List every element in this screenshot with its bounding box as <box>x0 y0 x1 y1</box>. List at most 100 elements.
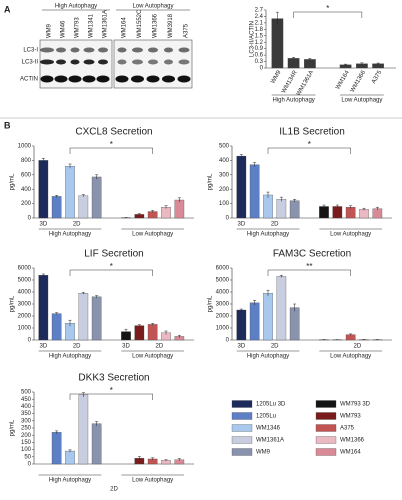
error-bar <box>95 295 99 298</box>
x-axis-label: 2D <box>110 487 118 493</box>
y-tick-label: 0 <box>28 462 32 468</box>
error-bar <box>41 157 45 163</box>
blot-group-label: Low Autophagy <box>132 4 173 10</box>
bar <box>65 166 75 219</box>
blot-band <box>83 59 95 65</box>
bar <box>91 296 102 341</box>
bar <box>289 200 300 219</box>
legend-swatch <box>315 400 337 408</box>
lane-label: WM164 <box>122 17 128 38</box>
y-tick-label: 1.5 <box>255 33 264 39</box>
bar <box>263 293 273 341</box>
lane-label: WM793 <box>75 17 81 38</box>
error-bar <box>266 289 270 297</box>
group-label: High Autophagy <box>49 354 91 360</box>
x-tick-label: 3D <box>39 222 47 228</box>
legend-label: WM793 <box>340 414 361 420</box>
lane-label: WM1366 <box>153 13 159 38</box>
legend-swatch <box>231 448 253 456</box>
error-bar <box>137 456 141 460</box>
panel-label: A <box>4 4 11 14</box>
blot-row-label: ACTIN <box>20 77 38 83</box>
bar <box>65 450 75 465</box>
blot-band <box>164 47 173 53</box>
y-tick-label: 600 <box>21 172 32 178</box>
group-label: Low Autophagy <box>341 98 382 104</box>
y-axis-label: pg/mL <box>10 173 16 190</box>
error-bar <box>95 174 99 180</box>
significance-mark: * <box>110 386 113 395</box>
y-tick-label: 1000 <box>216 326 230 332</box>
significance-bracket <box>69 147 153 154</box>
legend-swatch <box>231 400 253 408</box>
blot-band <box>54 75 68 83</box>
blot-group-label: High Autophagy <box>55 4 97 10</box>
error-bar <box>55 312 59 315</box>
blot-band <box>40 47 54 53</box>
x-tick-label: 2D <box>155 344 163 350</box>
error-bar <box>124 328 128 334</box>
y-tick-label: 2.7 <box>255 8 264 14</box>
blot-band <box>131 75 144 83</box>
y-tick-label: 200 <box>21 201 32 207</box>
blot-band <box>98 47 108 53</box>
y-tick-label: 0 <box>28 216 32 222</box>
bar <box>276 276 287 341</box>
error-bar <box>293 199 297 203</box>
y-tick-label: 2.1 <box>255 20 264 26</box>
error-bar <box>253 162 257 167</box>
legend-label: WM1346 <box>256 426 281 432</box>
blot-band <box>162 75 175 83</box>
y-tick-label: 500 <box>219 144 230 150</box>
blot-band <box>70 59 80 65</box>
y-tick-label: 50 <box>24 454 31 460</box>
bar <box>38 275 49 341</box>
legend-label: A375 <box>340 426 355 432</box>
chart-title: CXCL8 Secretion <box>75 127 152 138</box>
chart-title: LIF Secretion <box>84 249 143 260</box>
error-bar <box>164 205 168 209</box>
y-tick-label: 2.4 <box>255 14 264 20</box>
blot-band <box>178 59 190 65</box>
legend-swatch <box>315 436 337 444</box>
error-bar <box>177 197 181 203</box>
blot-band <box>132 59 143 65</box>
y-tick-label: 3000 <box>216 302 230 308</box>
bar <box>91 176 102 219</box>
bar <box>78 293 89 341</box>
bar <box>319 206 329 219</box>
y-tick-label: 200 <box>21 433 32 439</box>
y-tick-label: 2000 <box>216 314 230 320</box>
y-tick-label: 0.9 <box>255 46 264 52</box>
error-bar <box>55 430 59 434</box>
legend-swatch <box>315 424 337 432</box>
significance-bracket <box>267 147 351 154</box>
error-bar <box>164 459 168 462</box>
lane-label: WM46 <box>61 20 67 38</box>
y-tick-label: 4000 <box>18 290 32 296</box>
blot-row-label: LC3-II <box>22 60 39 66</box>
bar <box>289 307 300 341</box>
lane-label: WM1341 <box>89 13 95 38</box>
bar <box>271 18 284 69</box>
panel-label: B <box>4 120 11 130</box>
y-tick-label: 0 <box>28 338 32 344</box>
lane-label: WM1552C <box>137 9 143 38</box>
lane-label: WM1361A <box>103 10 109 38</box>
y-tick-label: 500 <box>21 390 32 396</box>
error-bar <box>151 457 155 461</box>
y-tick-label: 300 <box>21 418 32 424</box>
bar <box>345 334 356 341</box>
group-label: High Autophagy <box>247 354 289 360</box>
error-bar <box>266 191 270 198</box>
error-bar <box>239 308 243 311</box>
bar <box>249 164 260 219</box>
blot-band <box>148 59 158 65</box>
x-tick-label: 2D <box>271 344 279 350</box>
blot-band <box>82 75 96 83</box>
error-bar <box>55 195 59 198</box>
error-bar <box>177 334 181 338</box>
blot-band <box>115 75 129 83</box>
error-bar <box>239 154 243 158</box>
blot-row-label: LC3-I <box>23 48 38 54</box>
